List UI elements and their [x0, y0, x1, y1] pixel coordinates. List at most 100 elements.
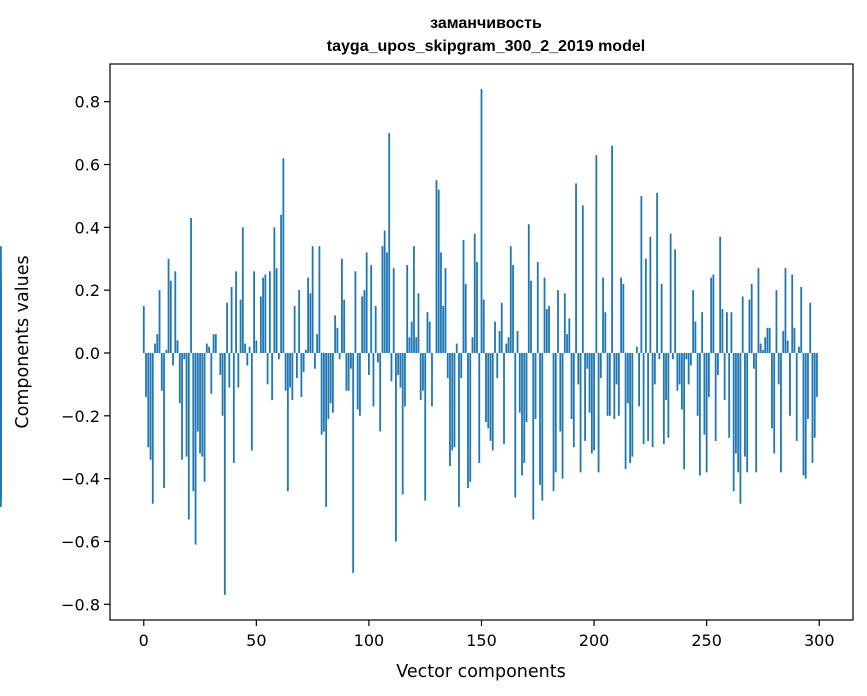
bar-207	[608, 352, 611, 416]
bar-52	[259, 296, 262, 353]
bar-255	[717, 352, 719, 375]
bar-217	[631, 352, 634, 457]
bar-37	[226, 302, 228, 353]
y-tick-label-6: 0.4	[75, 218, 100, 237]
bar-244	[692, 290, 695, 353]
y-tick-label-0: −0.8	[61, 595, 100, 614]
bar-113	[397, 352, 400, 375]
bar-103	[374, 305, 377, 353]
bar-163	[509, 246, 512, 353]
bar-7	[158, 290, 161, 353]
bar-5	[154, 343, 156, 353]
bar-133	[442, 305, 445, 353]
bar-149	[478, 352, 481, 463]
bar-70	[300, 352, 303, 397]
bar-159	[500, 302, 503, 353]
bar-44	[241, 227, 244, 353]
bar-259	[726, 312, 728, 353]
bar-196	[584, 352, 586, 441]
bar-73	[307, 277, 310, 353]
bar-93	[352, 352, 355, 573]
bar-50	[255, 340, 258, 353]
bar-176	[539, 352, 541, 485]
bar-63	[284, 352, 287, 391]
bar-40	[232, 352, 235, 463]
bar-273	[757, 268, 760, 353]
bar-undefined	[0, 352, 2, 501]
bar-160	[503, 352, 505, 445]
x-axis-label: Vector components	[396, 662, 565, 682]
bar-80	[322, 352, 325, 432]
bar-29	[208, 346, 210, 353]
bar-158	[498, 331, 501, 353]
bar-189	[568, 318, 571, 353]
bar-230	[660, 283, 663, 353]
bar-294	[804, 352, 807, 479]
bar-91	[347, 352, 350, 391]
bar-126	[426, 312, 429, 353]
bar-106	[381, 246, 384, 353]
bar-117	[406, 265, 409, 353]
bar-135	[446, 352, 449, 379]
x-tick-label-50: 50	[246, 631, 266, 650]
bar-204	[602, 277, 604, 353]
bar-216	[629, 352, 631, 463]
bar-264	[737, 352, 740, 473]
bar-136	[449, 352, 451, 467]
bar-253	[712, 274, 715, 353]
bar-270	[750, 283, 753, 353]
bar-249	[703, 352, 706, 435]
bar-183	[554, 352, 557, 473]
bar-167	[518, 352, 521, 413]
x-axis-ticks: 0 50 100 150 200 250 300	[139, 620, 835, 650]
bar-131	[437, 189, 440, 353]
bar-38	[228, 352, 231, 388]
bar-62	[282, 158, 285, 353]
bar-36	[223, 352, 226, 595]
bar-248	[701, 312, 704, 353]
bar-165	[514, 352, 517, 498]
x-tick-label-0: 0	[139, 631, 149, 650]
bar-299	[816, 352, 818, 397]
bar-272	[755, 352, 758, 473]
bar-121	[415, 337, 418, 353]
bar-55	[266, 352, 269, 385]
bar-15	[176, 340, 179, 353]
y-tick-label-8: 0.8	[75, 93, 100, 112]
bar-286	[786, 340, 789, 353]
bar-241	[685, 352, 688, 360]
bar-166	[516, 331, 519, 353]
bar-22	[192, 352, 195, 492]
bar-141	[460, 352, 463, 379]
y-tick-label-7: 0.6	[75, 156, 100, 175]
bar-228	[656, 192, 659, 353]
bar-undefined	[0, 352, 2, 391]
bar-89	[343, 299, 346, 353]
bar-260	[728, 352, 731, 438]
bar-170	[525, 352, 528, 423]
bar-215	[626, 352, 629, 404]
bar-188	[566, 334, 568, 353]
bar-277	[766, 327, 769, 353]
bar-292	[800, 287, 803, 353]
bar-156	[494, 321, 496, 353]
bar-150	[480, 89, 483, 353]
bar-153	[487, 352, 490, 429]
bar-94	[354, 271, 357, 353]
bar-206	[606, 352, 609, 416]
bar-143	[464, 283, 467, 353]
bar-293	[802, 352, 805, 476]
bar-185	[559, 352, 562, 432]
bar-214	[624, 352, 627, 470]
bar-72	[304, 349, 307, 353]
bar-235	[671, 352, 674, 360]
bar-41	[235, 271, 237, 353]
bar-87	[338, 352, 341, 360]
bar-203	[599, 352, 602, 379]
bar-195	[581, 205, 584, 353]
bar-42	[237, 352, 240, 388]
y-axis-ticks: −0.8 −0.6 −0.4 −0.2 0.0 0.2 0.4 0.6 0.8	[61, 93, 110, 614]
bar-28	[205, 343, 208, 353]
bar-287	[789, 352, 791, 416]
